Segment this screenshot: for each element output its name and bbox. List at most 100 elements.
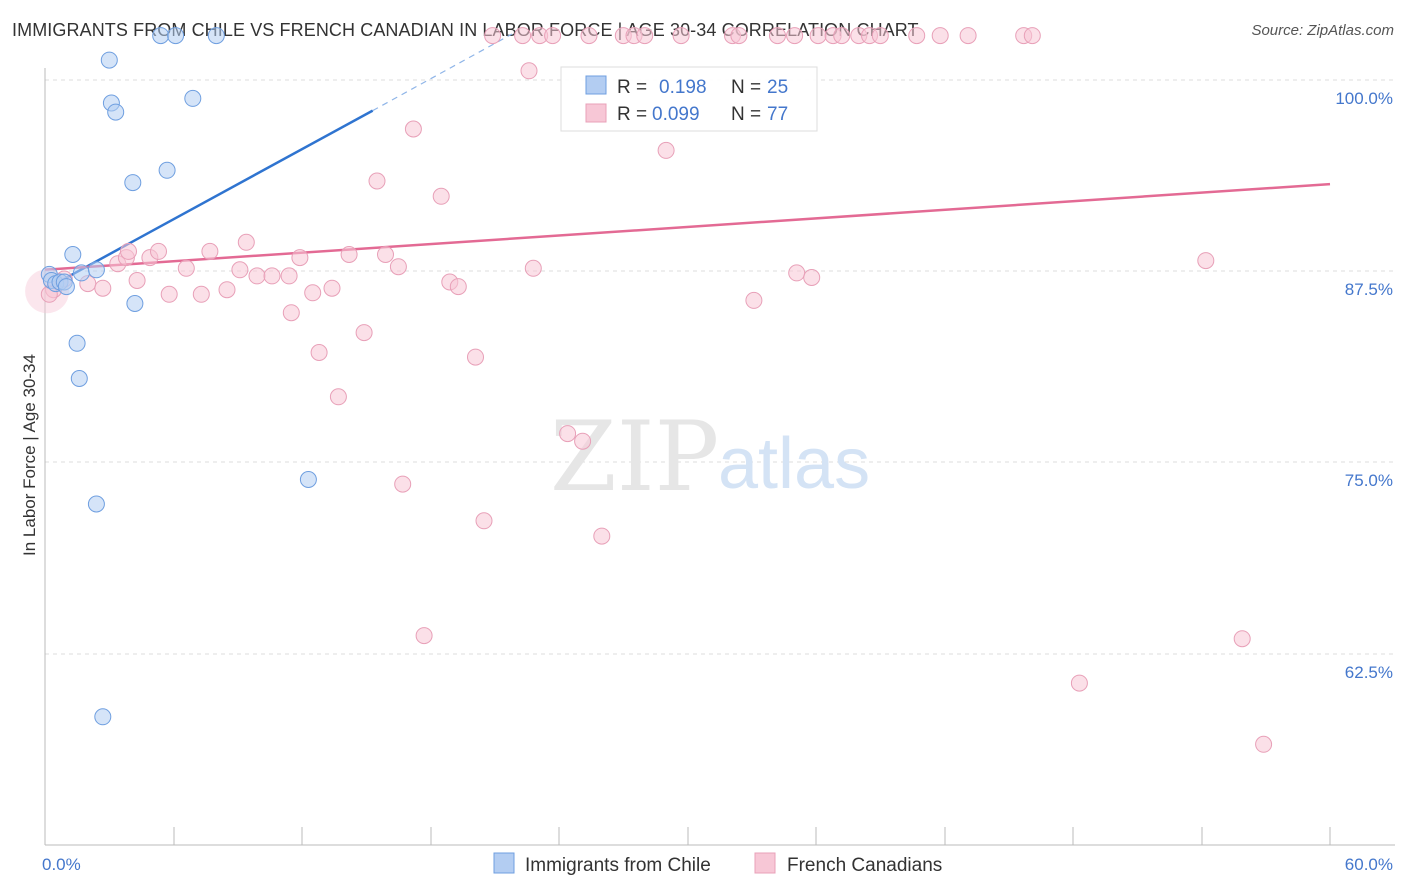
point-chile-22: [207, 27, 225, 45]
chart-source: Source: ZipAtlas.com: [1251, 22, 1394, 39]
point-french-17: [263, 267, 281, 285]
point-french-58: [788, 264, 806, 282]
point-french-65: [871, 27, 889, 45]
point-chile-8: [87, 261, 105, 279]
stats-r-value-chile: 0.198: [659, 77, 707, 98]
point-french-25: [340, 246, 358, 263]
legend-label-chile: Immigrants from Chile: [525, 855, 711, 876]
x-tick-label-min: 0.0%: [42, 855, 81, 874]
stats-swatch-french: [585, 103, 607, 123]
point-french-35: [449, 278, 467, 296]
point-french-41: [524, 259, 542, 277]
trend-line-chile-extension: [372, 33, 513, 112]
trend-line-french: [44, 182, 1331, 272]
point-french-68: [959, 27, 977, 45]
point-french-15: [237, 233, 255, 251]
y-tick-label-87-5: 87.5%: [1345, 280, 1393, 299]
watermark: ZIP atlas: [550, 401, 870, 513]
watermark-atlas: atlas: [718, 424, 870, 504]
stats-n-value-french: 77: [767, 104, 788, 125]
point-french-71: [1070, 674, 1088, 692]
stats-n-label-chile: N =: [731, 77, 761, 98]
point-french-6: [128, 272, 146, 289]
point-french-26: [355, 324, 373, 342]
point-french-24: [329, 388, 347, 406]
point-french-32: [415, 627, 433, 645]
point-french-8: [150, 242, 167, 260]
point-french-43: [544, 27, 562, 45]
point-french-12: [201, 242, 219, 260]
point-french-56: [769, 27, 786, 45]
point-french-18: [280, 267, 298, 285]
point-chile-10: [70, 370, 88, 387]
y-tick-label-62-5: 62.5%: [1345, 663, 1393, 682]
point-french-9: [160, 285, 178, 303]
point-french-73: [1233, 630, 1251, 648]
point-french-36: [467, 348, 484, 366]
gridlines: [45, 79, 1395, 655]
point-chile-7: [72, 264, 90, 282]
stats-legend: R = 0.198 N = 25 R = 0.099 N = 77: [560, 66, 818, 132]
point-french-28: [377, 246, 394, 263]
x-axis-ticks: [44, 827, 1331, 845]
point-chile-19: [167, 27, 185, 45]
point-chile-5: [57, 278, 75, 296]
point-french-76: [120, 242, 137, 260]
point-french-70: [1023, 27, 1041, 45]
point-french-27: [368, 172, 386, 190]
point-french-59: [803, 269, 821, 286]
point-french-19: [282, 304, 300, 322]
point-chile-16: [124, 174, 142, 192]
point-french-51: [657, 141, 675, 159]
point-chile-17: [126, 295, 144, 312]
legend-label-french: French Canadians: [787, 855, 942, 876]
data-points: [25, 27, 1273, 753]
point-french-52: [672, 27, 690, 45]
point-chile-12: [94, 708, 112, 726]
point-french-13: [218, 281, 236, 299]
point-french-62: [833, 27, 851, 45]
point-french-39: [514, 27, 532, 45]
point-french-44: [559, 425, 577, 443]
point-french-60: [809, 27, 827, 45]
watermark-zip: ZIP: [550, 401, 719, 513]
point-chile-23: [299, 471, 317, 488]
point-french-50: [636, 27, 654, 45]
y-tick-label-75: 75.0%: [1345, 471, 1393, 490]
point-french-55: [745, 291, 763, 309]
stats-r-value-french: 0.099: [652, 104, 700, 125]
point-chile-9: [68, 334, 86, 352]
legend-swatch-french: [754, 852, 776, 874]
point-french-66: [908, 27, 926, 45]
x-tick-label-max: 60.0%: [1345, 855, 1393, 874]
point-french-33: [432, 187, 450, 205]
y-axis-label: In Labor Force | Age 30-34: [20, 354, 39, 556]
trend-lines: [44, 33, 1331, 290]
point-french-14: [231, 261, 249, 279]
point-french-57: [786, 27, 804, 45]
point-french-10: [177, 259, 195, 277]
point-french-54: [730, 27, 748, 45]
stats-r-label-chile: R =: [617, 77, 647, 98]
point-french-20: [291, 249, 309, 267]
y-tick-labels: 100.0% 87.5% 75.0% 62.5%: [1335, 89, 1393, 682]
point-french-11: [192, 285, 210, 303]
stats-n-value-chile: 25: [767, 77, 788, 98]
stats-swatch-chile: [585, 75, 607, 95]
point-chile-21: [184, 89, 202, 107]
legend-swatch-chile: [493, 852, 515, 874]
point-french-67: [931, 27, 949, 45]
point-french-47: [593, 527, 611, 545]
y-tick-label-100: 100.0%: [1335, 89, 1393, 108]
point-french-72: [1197, 252, 1215, 270]
series-legend: Immigrants from Chile French Canadians: [493, 852, 942, 876]
point-chile-15: [107, 103, 125, 121]
point-french-30: [394, 475, 412, 493]
point-french-45: [574, 432, 592, 450]
point-french-38: [484, 27, 502, 45]
point-french-31: [404, 120, 422, 138]
point-french-16: [248, 267, 266, 285]
point-french-46: [580, 27, 598, 45]
stats-r-label-french: R =: [617, 104, 647, 125]
